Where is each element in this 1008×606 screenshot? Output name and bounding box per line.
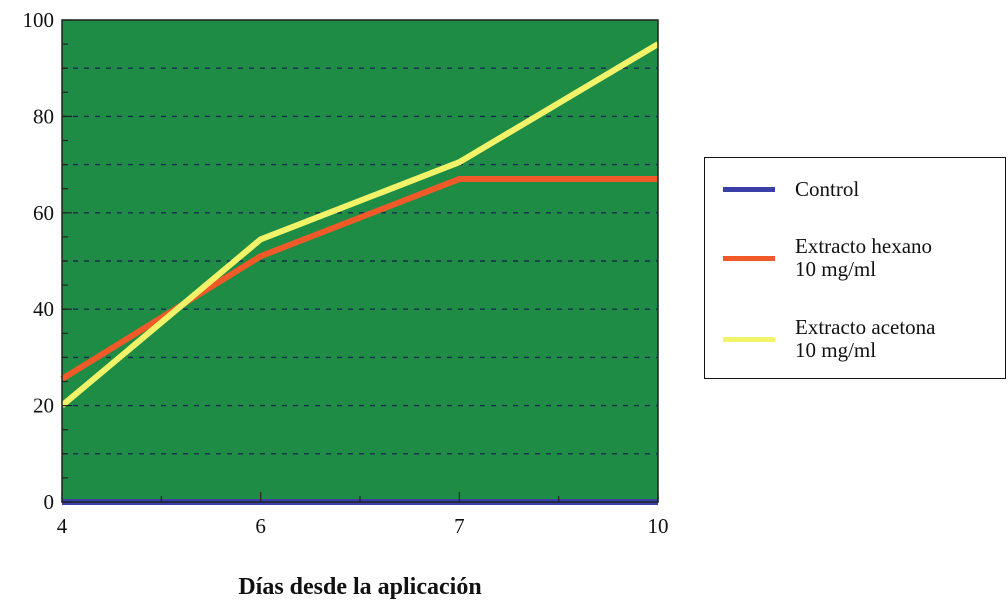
x-tick-label-10: 10: [648, 514, 669, 538]
legend-item-control: Control: [723, 178, 859, 201]
legend-label-acetona: Extracto acetona 10 mg/ml: [795, 316, 936, 362]
y-tick-label-20: 20: [33, 394, 54, 418]
y-tick-label-60: 60: [33, 201, 54, 225]
legend-label-acetona-line1: Extracto acetona: [795, 315, 936, 339]
legend-swatch-hexano: [723, 255, 775, 261]
legend-item-hexano: Extracto hexano 10 mg/ml: [723, 235, 932, 281]
x-tick-label-4: 4: [57, 514, 68, 538]
legend-label-control: Control: [795, 177, 860, 201]
x-axis-title: Días desde la aplicación: [238, 574, 481, 600]
gridlines: [62, 67, 658, 455]
legend-label-hexano-line1: Extracto hexano: [795, 234, 933, 258]
legend-label-acetona-line2: 10 mg/ml: [795, 338, 877, 362]
legend: Control Extracto hexano 10 mg/ml Extract…: [704, 157, 1006, 379]
x-tick-label-6: 6: [255, 514, 266, 538]
axes: 0 20 40 60 80 100 4 6 7 10: [23, 8, 669, 538]
legend-swatch-control: [723, 187, 775, 192]
legend-label-hexano: Extracto hexano 10 mg/ml: [795, 235, 932, 281]
y-tick-label-0: 0: [44, 490, 55, 514]
y-tick-label-100: 100: [23, 8, 55, 32]
series-line-2: [60, 41, 660, 408]
legend-item-acetona: Extracto acetona 10 mg/ml: [723, 316, 936, 362]
y-tick-label-80: 80: [33, 104, 54, 128]
y-tick-label-40: 40: [33, 297, 54, 321]
x-tick-label-7: 7: [454, 514, 465, 538]
series-line-1: [60, 176, 658, 382]
legend-swatch-acetona: [723, 336, 775, 342]
legend-label-hexano-line2: 10 mg/ml: [795, 257, 877, 281]
